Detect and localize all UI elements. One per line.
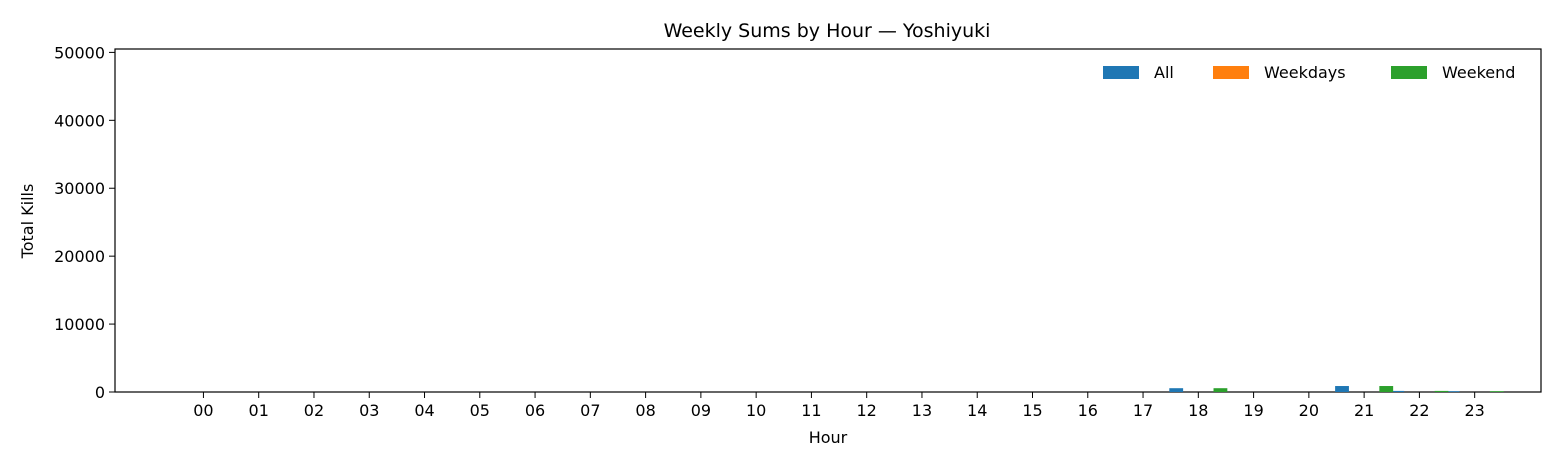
legend-swatch-weekdays <box>1213 66 1249 79</box>
x-tick-label: 13 <box>912 401 932 420</box>
bar-all-22 <box>1390 390 1405 392</box>
y-tick-label: 10000 <box>54 315 105 334</box>
x-tick-label: 15 <box>1022 401 1042 420</box>
legend-label-all: All <box>1154 63 1174 82</box>
bar-weekend-21 <box>1379 386 1394 392</box>
y-tick-label: 30000 <box>54 179 105 198</box>
x-tick-label: 12 <box>857 401 877 420</box>
legend: All Weekdays Weekend <box>1103 63 1515 82</box>
x-tick-label: 00 <box>193 401 213 420</box>
y-axis-label: Total Kills <box>18 184 37 260</box>
bar-weekend-18 <box>1213 388 1228 392</box>
x-axis: 00 01 02 03 04 05 06 07 08 09 10 11 12 13 14 15 16 17 18 19… <box>193 392 1485 420</box>
bar-all-23 <box>1445 391 1460 392</box>
x-tick-label: 01 <box>249 401 269 420</box>
x-tick-label: 04 <box>414 401 434 420</box>
legend-label-weekdays: Weekdays <box>1264 63 1346 82</box>
x-tick-label: 02 <box>304 401 324 420</box>
x-tick-label: 07 <box>580 401 600 420</box>
chart-title: Weekly Sums by Hour — Yoshiyuki <box>664 20 991 42</box>
y-tick-label: 0 <box>95 383 105 402</box>
bar-all-21 <box>1335 386 1349 392</box>
x-tick-label: 03 <box>359 401 379 420</box>
x-tick-label: 16 <box>1078 401 1098 420</box>
x-tick-label: 20 <box>1299 401 1319 420</box>
x-axis-label: Hour <box>809 428 848 447</box>
bar-weekend-22 <box>1434 390 1449 392</box>
x-tick-label: 14 <box>967 401 987 420</box>
x-tick-label: 19 <box>1243 401 1263 420</box>
legend-swatch-all <box>1103 66 1139 79</box>
y-tick-label: 20000 <box>54 247 105 266</box>
x-tick-label: 05 <box>470 401 490 420</box>
y-tick-label: 40000 <box>54 111 105 130</box>
x-tick-label: 17 <box>1133 401 1153 420</box>
x-tick-label: 09 <box>691 401 711 420</box>
y-tick-label: 50000 <box>54 43 105 62</box>
x-tick-label: 18 <box>1188 401 1208 420</box>
x-tick-label: 08 <box>635 401 655 420</box>
bars <box>1169 386 1504 392</box>
x-tick-label: 22 <box>1409 401 1429 420</box>
x-tick-label: 06 <box>525 401 545 420</box>
legend-label-weekend: Weekend <box>1442 63 1515 82</box>
y-axis: 0 10000 20000 30000 40000 50000 <box>54 43 115 402</box>
bar-weekend-23 <box>1489 391 1504 392</box>
plot-frame <box>114 48 1542 393</box>
x-tick-label: 11 <box>801 401 821 420</box>
x-tick-label: 23 <box>1464 401 1484 420</box>
legend-swatch-weekend <box>1391 66 1427 79</box>
bar-all-18 <box>1169 388 1184 392</box>
x-tick-label: 21 <box>1354 401 1374 420</box>
x-tick-label: 10 <box>746 401 766 420</box>
